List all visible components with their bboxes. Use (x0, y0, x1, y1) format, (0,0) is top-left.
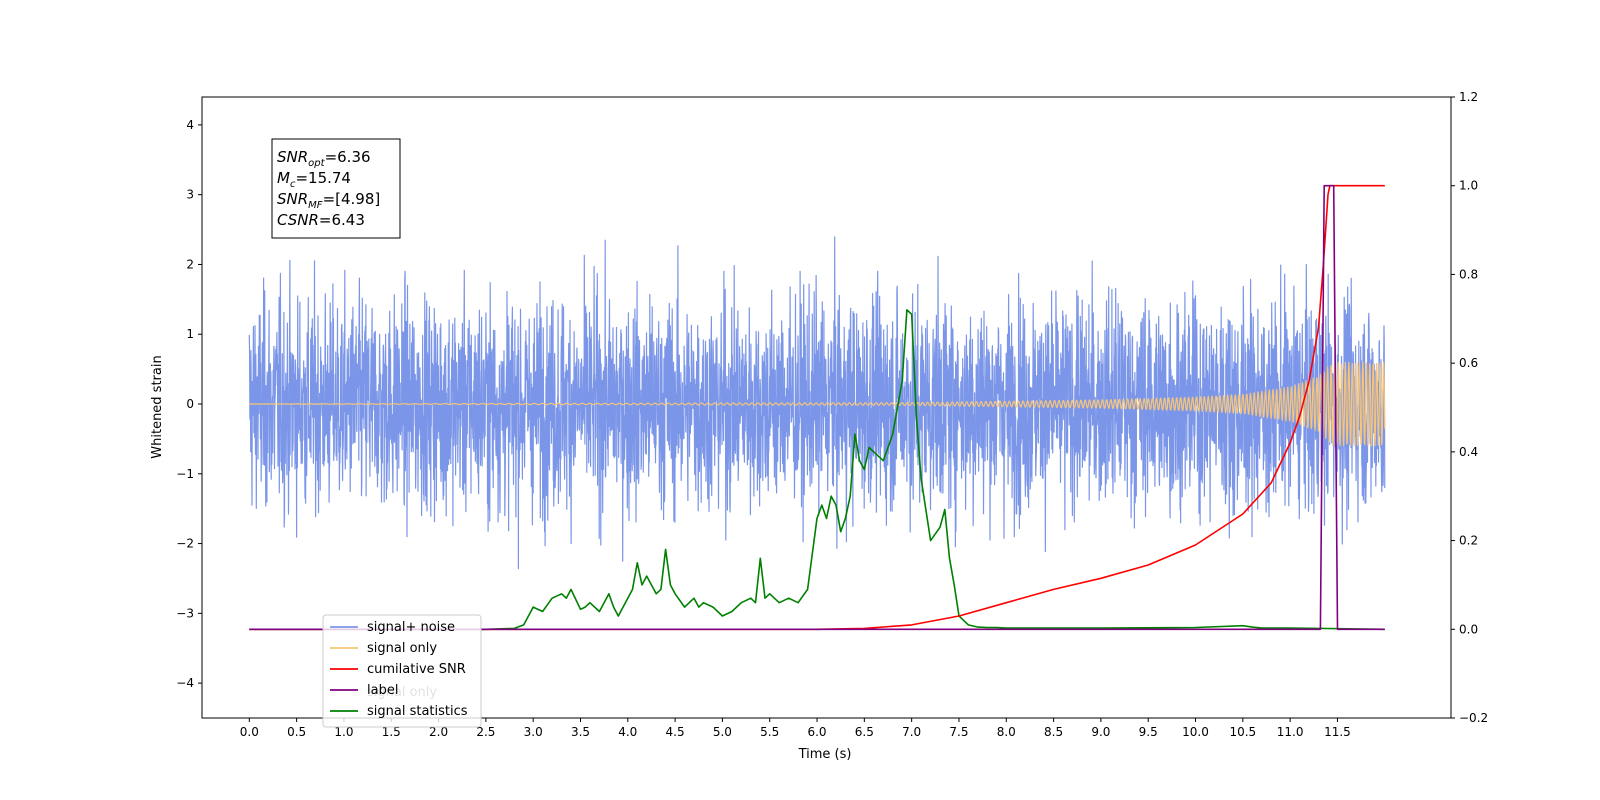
x-tick-label: 10.5 (1229, 725, 1256, 739)
y-axis-label: Whitened strain (150, 355, 165, 458)
x-tick-label: 1.5 (382, 725, 401, 739)
y-axis-left: −4 −3 −2 −1 0 1 2 3 4 (176, 118, 202, 690)
legend-label: signal statistics (367, 704, 468, 719)
legend-hidden-text: signal only (367, 685, 437, 700)
plot-frame (201, 96, 1452, 719)
legend-label: cumilative SNR (367, 662, 466, 677)
signal-noise-series (248, 236, 1386, 570)
x-tick-label: 3.5 (571, 725, 590, 739)
signal-statistics-line (249, 309, 1385, 631)
y-left-tick-label: 1 (186, 327, 194, 341)
x-tick-label: 7.0 (902, 725, 921, 739)
x-tick-label: 5.0 (713, 725, 732, 739)
x-tick-label: 4.0 (618, 725, 637, 739)
x-tick-label: 7.5 (949, 725, 968, 739)
x-tick-label: 0.5 (287, 725, 306, 739)
x-tick-label: 11.5 (1324, 725, 1351, 739)
y-left-tick-label: −4 (176, 676, 194, 690)
x-tick-label: 6.5 (855, 725, 874, 739)
x-tick-label: 11.0 (1277, 725, 1304, 739)
legend: signal only signal+ noise signal only cumi… (322, 614, 482, 728)
y-right-tick-label: 0.2 (1459, 534, 1478, 548)
x-tick-label: 6.0 (807, 725, 826, 739)
y-left-tick-label: 2 (186, 257, 194, 271)
label-series (249, 184, 1385, 631)
x-tick-label: 9.0 (1091, 725, 1110, 739)
annotation-line: CSNR=6.43 (277, 211, 365, 229)
annotation-line: SNRMF=[4.98] (277, 190, 380, 211)
signal-noise-line (248, 236, 1386, 570)
x-tick-label: 8.0 (997, 725, 1016, 739)
x-tick-label: 1.0 (334, 725, 353, 739)
x-tick-label: 5.5 (760, 725, 779, 739)
annotation-line: Mc=15.74 (277, 169, 351, 190)
y-left-tick-label: −3 (176, 606, 194, 620)
y-right-tick-label: 1.0 (1459, 179, 1478, 193)
y-left-tick-label: 3 (186, 188, 194, 202)
y-left-tick-label: 0 (186, 397, 194, 411)
y-right-tick-label: −0.2 (1459, 711, 1488, 725)
y-left-tick-label: −1 (176, 467, 194, 481)
x-axis-label: Time (s) (798, 747, 852, 762)
y-left-tick-label: 4 (186, 118, 194, 132)
cumulative-snr-line (249, 184, 1385, 631)
x-tick-label: 10.0 (1182, 725, 1209, 739)
y-right-tick-label: 1.2 (1459, 90, 1478, 104)
legend-frame (322, 614, 482, 728)
plot-area (201, 96, 1452, 719)
x-tick-label: 2.0 (429, 725, 448, 739)
cumulative-snr-series (249, 184, 1385, 631)
x-tick-label: 8.5 (1044, 725, 1063, 739)
legend-label: signal+ noise (367, 620, 455, 635)
y-right-tick-label: 0.8 (1459, 267, 1478, 281)
annotation-frame (271, 138, 401, 239)
y-left-tick-label: −2 (176, 537, 194, 551)
signal-statistics-series (249, 309, 1385, 631)
x-tick-label: 3.0 (524, 725, 543, 739)
signal-only-series (249, 361, 1386, 447)
x-axis: 0.0 0.5 1.0 1.5 2.0 2.5 3.0 3.5 4.0 4.5 5.0 5.5 6.0 6… (240, 718, 1351, 739)
y-right-tick-label: 0.0 (1459, 622, 1478, 636)
x-tick-label: 9.5 (1139, 725, 1158, 739)
legend-label: signal only (367, 641, 437, 656)
signal-only-line (249, 361, 1386, 447)
y-right-tick-label: 0.6 (1459, 356, 1478, 370)
annotation-line: SNRopt=6.36 (277, 148, 371, 169)
y-axis-right: −0.2 0.0 0.2 0.4 0.6 0.8 1.0 1.2 (1451, 90, 1488, 725)
x-tick-label: 0.0 (240, 725, 259, 739)
legend-label: label (367, 683, 398, 698)
label-line (249, 184, 1385, 631)
x-tick-label: 4.5 (666, 725, 685, 739)
y-right-tick-label: 0.4 (1459, 445, 1478, 459)
x-tick-label: 2.5 (476, 725, 495, 739)
